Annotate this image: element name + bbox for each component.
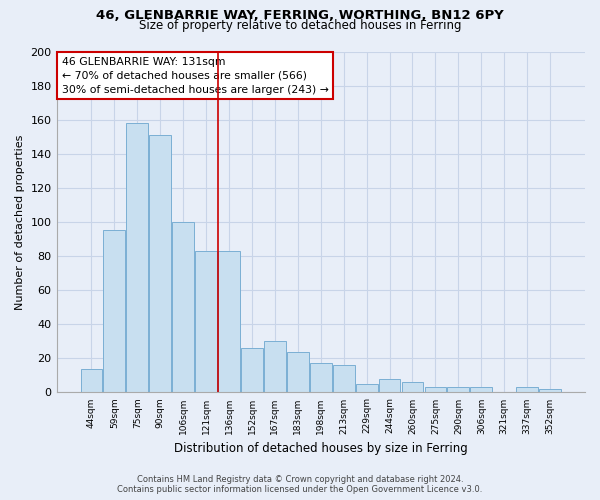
Text: Contains HM Land Registry data © Crown copyright and database right 2024.
Contai: Contains HM Land Registry data © Crown c… <box>118 474 482 494</box>
Bar <box>310 364 332 392</box>
Bar <box>218 251 240 392</box>
Bar <box>287 352 309 393</box>
Bar <box>516 388 538 392</box>
Bar <box>195 251 217 392</box>
Text: 46 GLENBARRIE WAY: 131sqm
← 70% of detached houses are smaller (566)
30% of semi: 46 GLENBARRIE WAY: 131sqm ← 70% of detac… <box>62 56 329 94</box>
Bar <box>401 382 424 392</box>
X-axis label: Distribution of detached houses by size in Ferring: Distribution of detached houses by size … <box>174 442 467 455</box>
Bar <box>149 135 171 392</box>
Bar <box>127 123 148 392</box>
Bar <box>425 388 446 392</box>
Bar <box>80 368 103 392</box>
Y-axis label: Number of detached properties: Number of detached properties <box>15 134 25 310</box>
Bar <box>470 388 492 392</box>
Bar <box>448 388 469 392</box>
Bar <box>356 384 377 392</box>
Text: 46, GLENBARRIE WAY, FERRING, WORTHING, BN12 6PY: 46, GLENBARRIE WAY, FERRING, WORTHING, B… <box>96 9 504 22</box>
Bar <box>103 230 125 392</box>
Text: Size of property relative to detached houses in Ferring: Size of property relative to detached ho… <box>139 19 461 32</box>
Bar <box>241 348 263 393</box>
Bar <box>264 342 286 392</box>
Bar <box>539 389 561 392</box>
Bar <box>333 365 355 392</box>
Bar <box>172 222 194 392</box>
Bar <box>379 379 400 392</box>
